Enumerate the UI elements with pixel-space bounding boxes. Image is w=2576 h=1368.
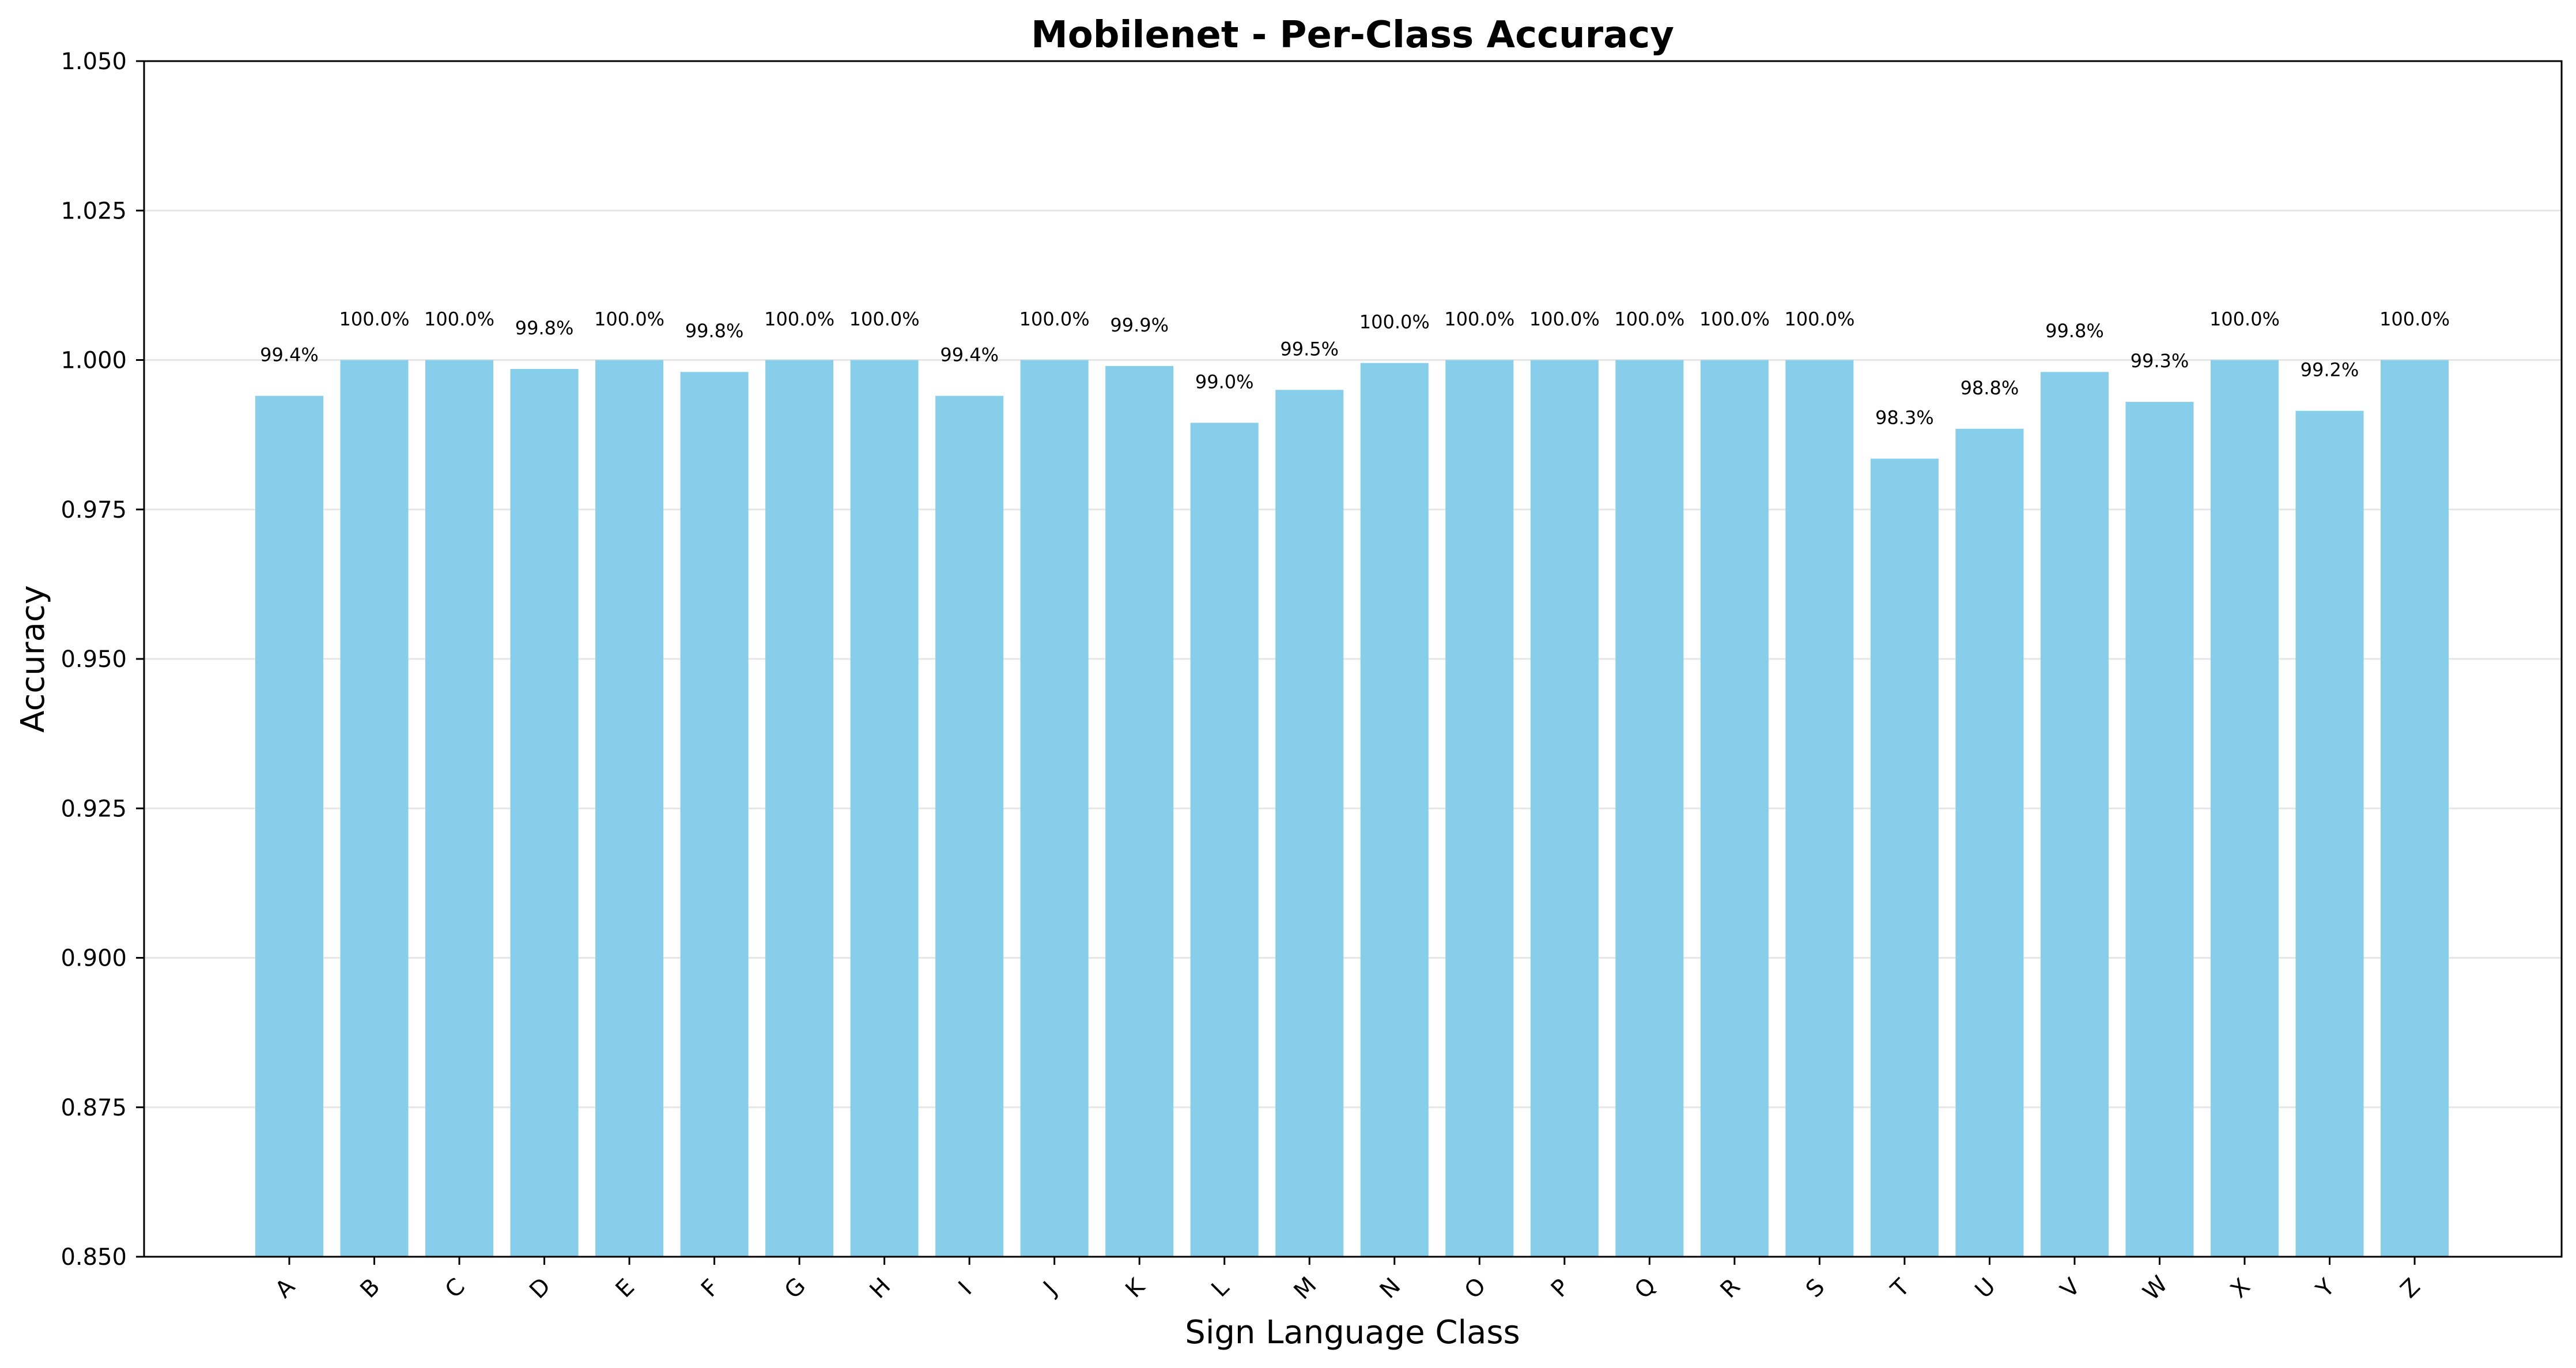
bar-o — [1445, 360, 1514, 1257]
y-tick-label: 0.950 — [61, 646, 127, 673]
x-tick-label-s: S — [1801, 1274, 1830, 1303]
x-tick-label-g: G — [780, 1273, 811, 1304]
bar-a — [255, 395, 324, 1257]
x-tick-label-e: E — [611, 1274, 640, 1303]
x-tick-label-k: K — [1120, 1273, 1150, 1303]
x-tick-label-w: W — [2138, 1271, 2173, 1306]
bar-i — [935, 395, 1004, 1257]
x-tick-label-u: U — [1970, 1273, 2001, 1303]
bar-v — [2040, 372, 2109, 1257]
bar-g — [765, 360, 834, 1257]
x-tick-label-h: H — [865, 1273, 896, 1304]
bar-y — [2295, 410, 2364, 1257]
x-tick-label-t: T — [1886, 1274, 1915, 1303]
data-label-t: 98.3% — [1875, 407, 1934, 429]
data-label-s: 100.0% — [1784, 308, 1854, 330]
x-tick-label-x: X — [2226, 1273, 2256, 1303]
x-tick-label-l: L — [1206, 1274, 1234, 1302]
data-label-n: 100.0% — [1359, 311, 1430, 333]
y-tick-label: 0.900 — [61, 945, 127, 972]
data-label-z: 100.0% — [2379, 308, 2450, 330]
data-label-a: 99.4% — [260, 344, 319, 366]
bar-m — [1275, 390, 1344, 1257]
y-tick-label: 0.925 — [61, 796, 127, 822]
bar-f — [680, 372, 749, 1257]
y-tick-label: 0.875 — [61, 1095, 127, 1121]
bar-d — [510, 369, 579, 1257]
grid-lines — [144, 209, 2562, 1109]
y-tick-label: 1.025 — [61, 198, 127, 224]
data-label-w: 99.3% — [2131, 350, 2189, 372]
bar-b — [340, 360, 409, 1257]
x-axis-ticks: A B C D E F G H I J K L M N O P Q R S T U V W X Y Z — [270, 1257, 2426, 1306]
x-tick-label-o: O — [1460, 1272, 1491, 1304]
x-tick-label-p: P — [1546, 1274, 1575, 1303]
bar-j — [1020, 360, 1089, 1257]
data-label-l: 99.0% — [1195, 371, 1254, 393]
y-axis-label: Accuracy — [14, 585, 52, 733]
data-label-m: 99.5% — [1280, 338, 1339, 360]
data-label-g: 100.0% — [764, 308, 834, 330]
x-tick-label-f: F — [696, 1274, 724, 1302]
chart-title: Mobilenet - Per-Class Accuracy — [1031, 14, 1674, 56]
bar-q — [1615, 360, 1684, 1257]
x-tick-label-z: Z — [2396, 1273, 2426, 1303]
data-label-h: 100.0% — [849, 308, 920, 330]
bars — [255, 360, 2449, 1257]
data-label-u: 98.8% — [1961, 377, 2019, 399]
data-label-f: 99.8% — [685, 320, 744, 342]
x-tick-label-m: M — [1289, 1272, 1322, 1305]
x-tick-label-y: Y — [2311, 1274, 2340, 1303]
data-labels: 99.4% 100.0% 100.0% 99.8% 100.0% 99.8% 100.0% 1… — [260, 308, 2450, 429]
data-label-e: 100.0% — [594, 308, 664, 330]
bar-r — [1700, 360, 1769, 1257]
x-tick-label-i: I — [954, 1276, 977, 1300]
x-tick-label-d: D — [524, 1273, 556, 1304]
data-label-b: 100.0% — [339, 308, 410, 330]
bar-n — [1360, 363, 1429, 1257]
bar-h — [850, 360, 919, 1257]
data-label-v: 99.8% — [2045, 320, 2104, 342]
bar-e — [595, 360, 664, 1257]
data-label-x: 100.0% — [2209, 308, 2280, 330]
x-tick-label-v: V — [2056, 1273, 2086, 1303]
bar-c — [425, 360, 494, 1257]
y-axis-ticks: 0.850 0.875 0.900 0.925 0.950 0.975 1.000 1.025… — [61, 48, 144, 1271]
x-tick-label-n: N — [1375, 1273, 1406, 1304]
bar-u — [1955, 428, 2024, 1257]
x-axis-label: Sign Language Class — [1185, 1314, 1520, 1351]
x-tick-label-c: C — [440, 1273, 470, 1303]
bar-p — [1530, 360, 1599, 1257]
x-tick-label-b: B — [355, 1273, 385, 1303]
data-label-o: 100.0% — [1444, 308, 1514, 330]
data-label-y: 99.2% — [2301, 359, 2359, 381]
y-tick-label: 1.000 — [61, 348, 127, 374]
bar-s — [1785, 360, 1854, 1257]
y-tick-label: 0.850 — [61, 1244, 127, 1271]
data-label-d: 99.8% — [515, 317, 574, 339]
data-label-c: 100.0% — [424, 308, 494, 330]
data-label-j: 100.0% — [1019, 308, 1090, 330]
data-label-q: 100.0% — [1614, 308, 1684, 330]
bar-w — [2125, 402, 2194, 1257]
data-label-k: 99.9% — [1110, 314, 1169, 336]
bar-k — [1105, 365, 1174, 1257]
x-tick-label-j: J — [1037, 1276, 1062, 1301]
data-label-p: 100.0% — [1529, 308, 1600, 330]
x-tick-label-r: R — [1716, 1273, 1746, 1303]
x-tick-label-a: A — [270, 1273, 300, 1303]
x-tick-label-q: Q — [1630, 1272, 1661, 1304]
data-label-i: 99.4% — [940, 344, 999, 366]
bar-t — [1870, 458, 1939, 1257]
y-tick-label: 0.975 — [61, 497, 127, 523]
bar-x — [2210, 360, 2279, 1257]
bar-l — [1190, 423, 1259, 1257]
y-tick-label: 1.050 — [61, 48, 127, 75]
data-label-r: 100.0% — [1699, 308, 1770, 330]
bar-z — [2380, 360, 2449, 1257]
